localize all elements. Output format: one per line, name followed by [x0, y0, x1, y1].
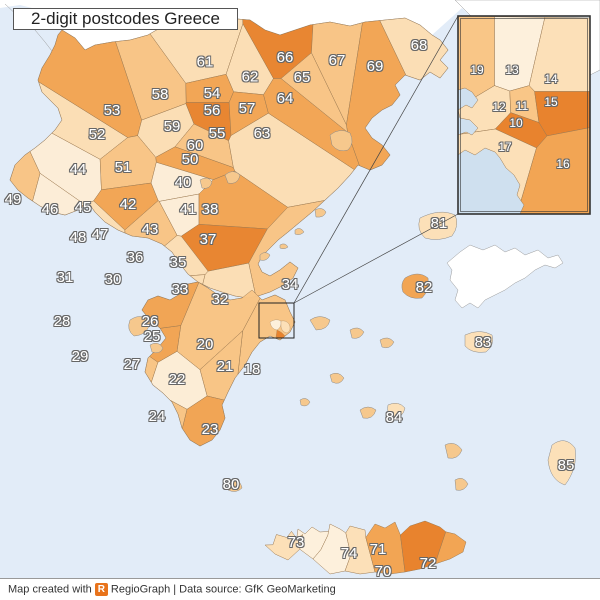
- svg-text:58: 58: [152, 86, 169, 103]
- svg-text:40: 40: [175, 174, 192, 191]
- svg-text:18: 18: [244, 361, 261, 378]
- svg-text:28: 28: [54, 313, 71, 330]
- svg-text:14: 14: [544, 72, 558, 86]
- svg-text:68: 68: [411, 37, 428, 54]
- svg-text:27: 27: [124, 356, 141, 373]
- svg-text:74: 74: [341, 545, 358, 562]
- svg-text:16: 16: [556, 157, 570, 171]
- svg-text:84: 84: [386, 409, 403, 426]
- svg-text:44: 44: [70, 161, 87, 178]
- svg-text:45: 45: [75, 199, 92, 216]
- svg-text:11: 11: [516, 99, 529, 113]
- svg-text:48: 48: [70, 229, 87, 246]
- svg-text:72: 72: [420, 555, 437, 572]
- svg-text:69: 69: [367, 58, 384, 75]
- svg-text:37: 37: [200, 231, 217, 248]
- svg-text:83: 83: [475, 334, 492, 351]
- svg-text:61: 61: [197, 53, 214, 70]
- svg-text:63: 63: [254, 125, 271, 142]
- svg-text:80: 80: [223, 476, 240, 493]
- svg-text:67: 67: [329, 52, 346, 69]
- svg-text:22: 22: [169, 371, 186, 388]
- svg-text:71: 71: [370, 541, 387, 558]
- svg-text:57: 57: [239, 100, 256, 117]
- svg-text:43: 43: [142, 221, 159, 238]
- svg-text:31: 31: [57, 269, 74, 286]
- svg-text:20: 20: [197, 336, 214, 353]
- svg-text:52: 52: [89, 126, 106, 143]
- svg-text:21: 21: [217, 358, 234, 375]
- svg-text:49: 49: [5, 191, 22, 208]
- svg-text:65: 65: [294, 69, 311, 86]
- svg-text:13: 13: [505, 63, 519, 77]
- svg-text:24: 24: [149, 408, 166, 425]
- svg-text:35: 35: [170, 254, 187, 271]
- svg-text:59: 59: [164, 118, 181, 135]
- svg-text:62: 62: [242, 68, 259, 85]
- svg-text:41: 41: [180, 201, 197, 218]
- svg-text:34: 34: [282, 276, 299, 293]
- svg-text:60: 60: [187, 137, 204, 154]
- svg-text:17: 17: [498, 140, 512, 154]
- svg-text:23: 23: [202, 421, 219, 438]
- svg-text:46: 46: [42, 201, 59, 218]
- svg-text:64: 64: [277, 90, 294, 107]
- svg-text:82: 82: [416, 279, 433, 296]
- svg-text:85: 85: [558, 457, 575, 474]
- svg-text:26: 26: [142, 313, 159, 330]
- svg-text:53: 53: [104, 102, 121, 119]
- svg-text:25: 25: [144, 328, 161, 345]
- svg-text:55: 55: [209, 125, 226, 142]
- svg-text:81: 81: [431, 215, 448, 232]
- svg-text:10: 10: [509, 116, 523, 130]
- svg-text:36: 36: [127, 249, 144, 266]
- svg-text:42: 42: [120, 196, 137, 213]
- svg-text:38: 38: [202, 201, 219, 218]
- svg-text:51: 51: [115, 159, 132, 176]
- svg-text:56: 56: [204, 102, 221, 119]
- svg-text:33: 33: [172, 281, 189, 298]
- svg-text:19: 19: [470, 63, 484, 77]
- svg-text:54: 54: [204, 85, 221, 102]
- svg-text:73: 73: [288, 534, 305, 551]
- svg-text:12: 12: [492, 100, 506, 114]
- svg-text:29: 29: [72, 348, 89, 365]
- svg-text:47: 47: [92, 226, 109, 243]
- svg-text:66: 66: [277, 49, 294, 66]
- svg-text:30: 30: [105, 271, 122, 288]
- svg-text:15: 15: [544, 95, 558, 109]
- svg-text:32: 32: [212, 291, 229, 308]
